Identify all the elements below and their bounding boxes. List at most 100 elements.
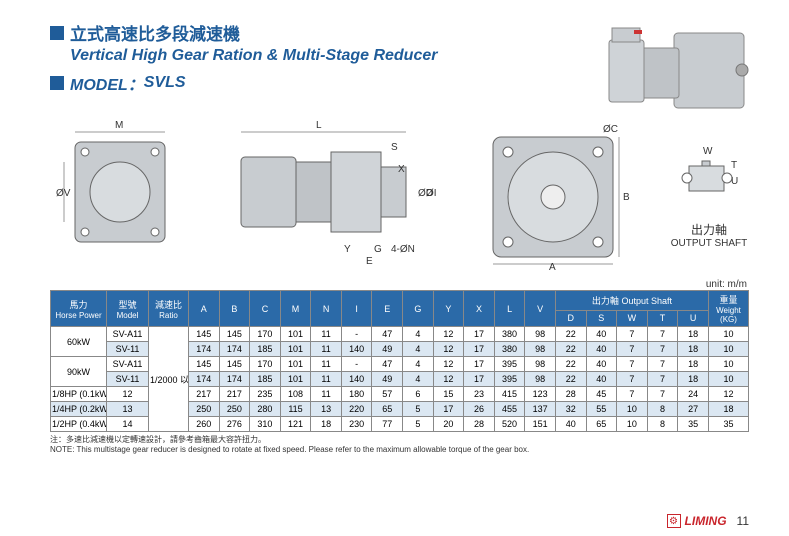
cell-value: 6 bbox=[403, 387, 434, 402]
cell-value: 10 bbox=[617, 417, 648, 432]
cell-value: 23 bbox=[464, 387, 495, 402]
product-photo bbox=[584, 18, 759, 123]
cell-value: 8 bbox=[647, 402, 678, 417]
cell-value: 4 bbox=[403, 327, 434, 342]
shaft-label-cn: 出力軸 bbox=[669, 221, 749, 238]
cell-value: 7 bbox=[617, 372, 648, 387]
cell-value: 10 bbox=[709, 357, 749, 372]
cell-value: 7 bbox=[647, 357, 678, 372]
cell-value: 10 bbox=[709, 372, 749, 387]
cell-value: 18 bbox=[678, 342, 709, 357]
cell-value: 11 bbox=[311, 372, 342, 387]
cell-value: 18 bbox=[678, 372, 709, 387]
cell-value: 12 bbox=[433, 327, 464, 342]
svg-text:L: L bbox=[316, 120, 322, 131]
cell-value: 98 bbox=[525, 342, 556, 357]
cell-value: 145 bbox=[189, 357, 220, 372]
cell-value: 11 bbox=[311, 327, 342, 342]
cell-value: 98 bbox=[525, 372, 556, 387]
cell-value: 123 bbox=[525, 387, 556, 402]
cell-value: 22 bbox=[555, 372, 586, 387]
cell-value: 250 bbox=[219, 402, 250, 417]
cell-value: 101 bbox=[280, 357, 311, 372]
svg-text:B: B bbox=[623, 192, 630, 203]
cell-value: 7 bbox=[647, 372, 678, 387]
cell-value: 13 bbox=[311, 402, 342, 417]
diagram-front-flange: ØC B A bbox=[473, 112, 633, 272]
cell-value: 40 bbox=[586, 327, 617, 342]
cell-value: 27 bbox=[678, 402, 709, 417]
cell-value: 7 bbox=[617, 387, 648, 402]
cell-value: 20 bbox=[433, 417, 464, 432]
cell-model: SV-11 bbox=[107, 342, 149, 357]
cell-value: 235 bbox=[250, 387, 281, 402]
output-shaft-diagram: W T U 出力軸 OUTPUT SHAFT bbox=[669, 136, 749, 249]
cell-value: 7 bbox=[647, 342, 678, 357]
svg-text:4-ØN: 4-ØN bbox=[391, 244, 415, 255]
cell-value: 12 bbox=[709, 387, 749, 402]
cell-value: 145 bbox=[219, 327, 250, 342]
cell-value: 17 bbox=[464, 342, 495, 357]
cell-value: 276 bbox=[219, 417, 250, 432]
title-chinese: 立式高速比多段減速機 bbox=[70, 20, 240, 45]
cell-value: 170 bbox=[250, 327, 281, 342]
cell-value: 230 bbox=[341, 417, 372, 432]
brand-logo-icon: ⚙ bbox=[667, 514, 681, 528]
cell-value: 11 bbox=[311, 357, 342, 372]
svg-text:ØI: ØI bbox=[426, 188, 437, 199]
cell-value: 22 bbox=[555, 342, 586, 357]
cell-value: 18 bbox=[678, 357, 709, 372]
cell-value: 180 bbox=[341, 387, 372, 402]
cell-model: 14 bbox=[107, 417, 149, 432]
cell-value: 310 bbox=[250, 417, 281, 432]
cell-value: 15 bbox=[433, 387, 464, 402]
dimension-diagrams: M ØV L S X ØD ØI Y G E 4-ØN ØC B A bbox=[50, 107, 749, 277]
cell-value: 17 bbox=[464, 372, 495, 387]
th-output-shaft: 出力軸 Output Shaft bbox=[555, 291, 708, 311]
note-en: NOTE: This multistage gear reducer is de… bbox=[50, 445, 749, 455]
cell-value: 174 bbox=[189, 372, 220, 387]
cell-value: 4 bbox=[403, 372, 434, 387]
cell-value: 174 bbox=[219, 372, 250, 387]
cell-value: 151 bbox=[525, 417, 556, 432]
cell-value: 380 bbox=[494, 327, 525, 342]
cell-value: 40 bbox=[586, 357, 617, 372]
cell-model: SV-11 bbox=[107, 372, 149, 387]
th-weight: 重量Weight(KG) bbox=[709, 291, 749, 327]
cell-value: 24 bbox=[678, 387, 709, 402]
cell-value: 40 bbox=[555, 417, 586, 432]
cell-value: 17 bbox=[464, 357, 495, 372]
cell-value: 18 bbox=[311, 417, 342, 432]
th-model: 型號Model bbox=[107, 291, 149, 327]
model-value: SVLS bbox=[144, 74, 186, 92]
svg-text:X: X bbox=[398, 164, 405, 175]
cell-value: 217 bbox=[189, 387, 220, 402]
cell-value: 10 bbox=[709, 327, 749, 342]
page-number: 11 bbox=[737, 514, 749, 528]
page-footer: ⚙ LIMING 11 bbox=[667, 514, 749, 528]
cell-value: 10 bbox=[709, 342, 749, 357]
cell-value: 145 bbox=[219, 357, 250, 372]
cell-value: 108 bbox=[280, 387, 311, 402]
cell-value: 395 bbox=[494, 372, 525, 387]
cell-value: 7 bbox=[617, 357, 648, 372]
cell-value: 4 bbox=[403, 357, 434, 372]
cell-value: 101 bbox=[280, 327, 311, 342]
cell-model: 12 bbox=[107, 387, 149, 402]
cell-value: 26 bbox=[464, 402, 495, 417]
cell-model: 13 bbox=[107, 402, 149, 417]
cell-value: 28 bbox=[555, 387, 586, 402]
model-label: MODEL： bbox=[70, 71, 144, 95]
cell-value: 140 bbox=[341, 342, 372, 357]
cell-model: SV-A11 bbox=[107, 357, 149, 372]
svg-text:T: T bbox=[731, 160, 737, 171]
cell-value: 77 bbox=[372, 417, 403, 432]
cell-value: 98 bbox=[525, 327, 556, 342]
cell-ratio: 1/2000 以上 bbox=[149, 327, 189, 432]
cell-hp: 60kW bbox=[51, 327, 107, 357]
cell-value: - bbox=[341, 357, 372, 372]
cell-value: 18 bbox=[709, 402, 749, 417]
svg-text:A: A bbox=[549, 262, 556, 273]
cell-value: 4 bbox=[403, 342, 434, 357]
cell-value: 11 bbox=[311, 387, 342, 402]
